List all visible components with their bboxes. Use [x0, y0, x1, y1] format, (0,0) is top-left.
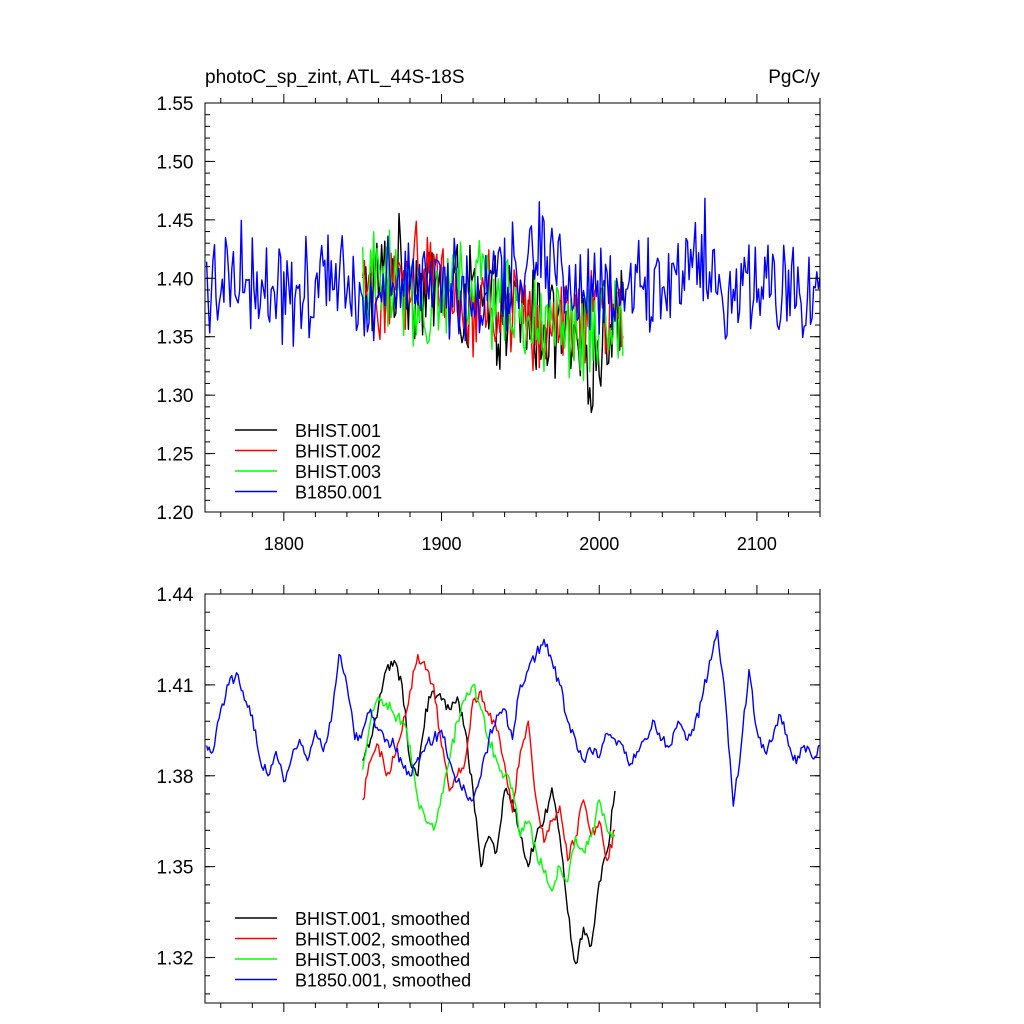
series-group — [205, 197, 820, 414]
y-tick-label: 1.55 — [157, 94, 194, 115]
legend-label: BHIST.001, smoothed — [295, 909, 470, 929]
y-tick-label: 1.41 — [157, 676, 194, 697]
y-tick-label: 1.25 — [157, 445, 194, 466]
plot-frame — [204, 593, 821, 1004]
y-tick-label: 1.45 — [157, 211, 194, 232]
y-tick-label: 1.50 — [157, 152, 194, 173]
legend-label: B1850.001 — [295, 483, 382, 503]
x-tick-label: 2000 — [579, 534, 619, 554]
legend-label: BHIST.002 — [295, 442, 381, 462]
y-tick-label: 1.38 — [157, 767, 194, 788]
y-tick-label: 1.30 — [157, 386, 194, 407]
y-tick-label: 1.44 — [157, 585, 194, 606]
x-tick-label: 1900 — [422, 534, 462, 554]
legend-label: B1850.001, smoothed — [295, 971, 471, 991]
y-tick-label: 1.35 — [157, 858, 194, 879]
chart-title-right: PgC/y — [768, 67, 820, 88]
series-line-0 — [362, 660, 616, 965]
top-panel-photoc: 1800 1900 2000 2100 1.20 1.25 1.30 1.35 1.40 1.45… — [157, 67, 821, 554]
series-line-3 — [205, 197, 820, 347]
y-tick-label: 1.35 — [157, 328, 194, 349]
plot-frame — [204, 102, 821, 513]
series-line-1 — [362, 653, 616, 862]
legend-label: BHIST.003, smoothed — [295, 950, 470, 970]
y-tick-label: 1.32 — [157, 949, 194, 970]
legend-label: BHIST.002, smoothed — [295, 930, 470, 950]
y-tick-label: 1.40 — [157, 269, 194, 290]
series-line-3 — [205, 629, 820, 807]
series-group — [205, 629, 820, 965]
legend-label: BHIST.003 — [295, 462, 381, 482]
chart-title-left: photoC_sp_zint, ATL_44S-18S — [205, 67, 465, 88]
x-tick-label: 1800 — [264, 534, 304, 554]
y-tick-label: 1.20 — [157, 503, 194, 524]
legend-label: BHIST.001 — [295, 421, 381, 441]
x-tick-label: 2100 — [737, 534, 777, 554]
